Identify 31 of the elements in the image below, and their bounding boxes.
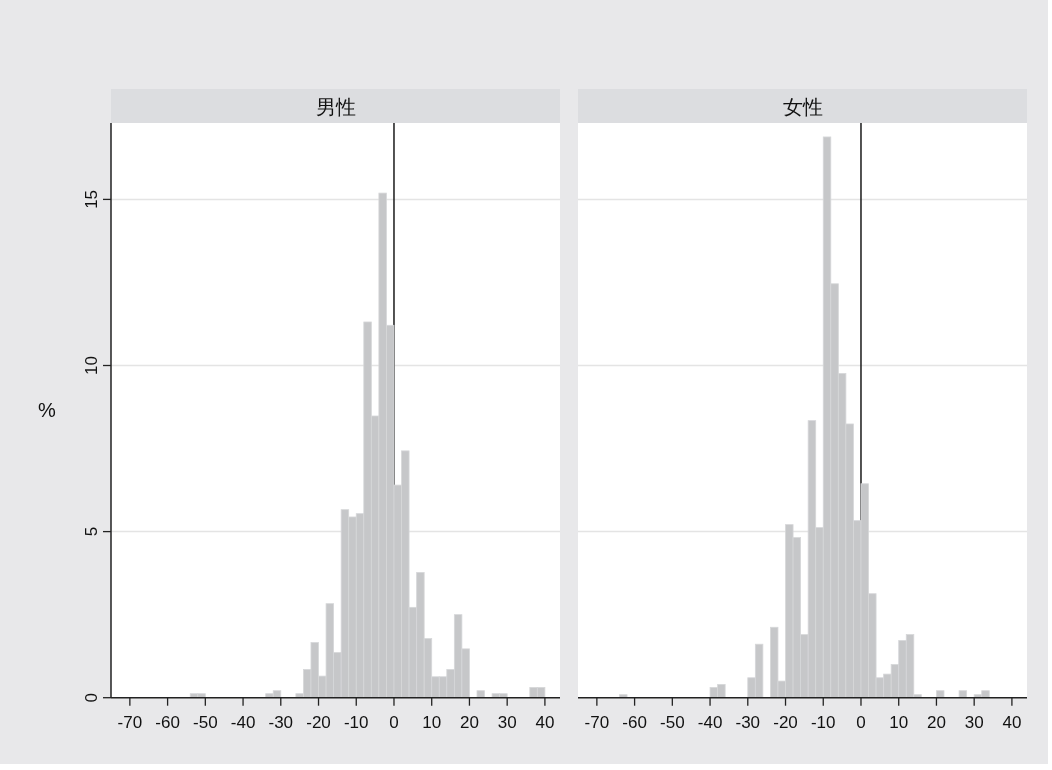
x-tick-label: 0: [389, 712, 399, 732]
x-tick-label: -30: [735, 712, 761, 732]
x-tick-label: -60: [155, 712, 180, 732]
y-tick-label: 5: [82, 526, 101, 537]
y-tick-label: 0: [82, 692, 101, 703]
x-tick-label: 40: [1002, 712, 1022, 732]
x-tick-label: 30: [964, 712, 984, 732]
x-tick-label: 10: [422, 712, 442, 732]
x-tick-label: 30: [497, 712, 517, 732]
chart-title: 女性: [782, 96, 823, 118]
y-axis-title: %: [38, 399, 57, 422]
x-tick-label: -60: [622, 712, 647, 732]
x-tick-label: -10: [343, 712, 369, 732]
x-tick-label: -30: [268, 712, 294, 732]
x-tick-label: 20: [459, 712, 479, 732]
x-tick-label: -20: [306, 712, 331, 732]
x-tick-label: -70: [584, 712, 610, 732]
x-tick-label: -10: [810, 712, 836, 732]
x-tick-label: -70: [117, 712, 143, 732]
x-tick-label: 20: [926, 712, 946, 732]
x-tick-label: -40: [230, 712, 256, 732]
x-tick-label: 40: [535, 712, 555, 732]
x-tick-label: 0: [856, 712, 866, 732]
x-tick-label: 10: [889, 712, 909, 732]
x-tick-label: -40: [697, 712, 723, 732]
y-tick-label: 10: [82, 356, 101, 375]
y-tick-label: 15: [82, 189, 101, 209]
x-tick-label: -50: [193, 712, 218, 732]
x-tick-label: -20: [773, 712, 798, 732]
chart-title: 男性: [315, 96, 356, 118]
x-tick-label: -50: [660, 712, 685, 732]
